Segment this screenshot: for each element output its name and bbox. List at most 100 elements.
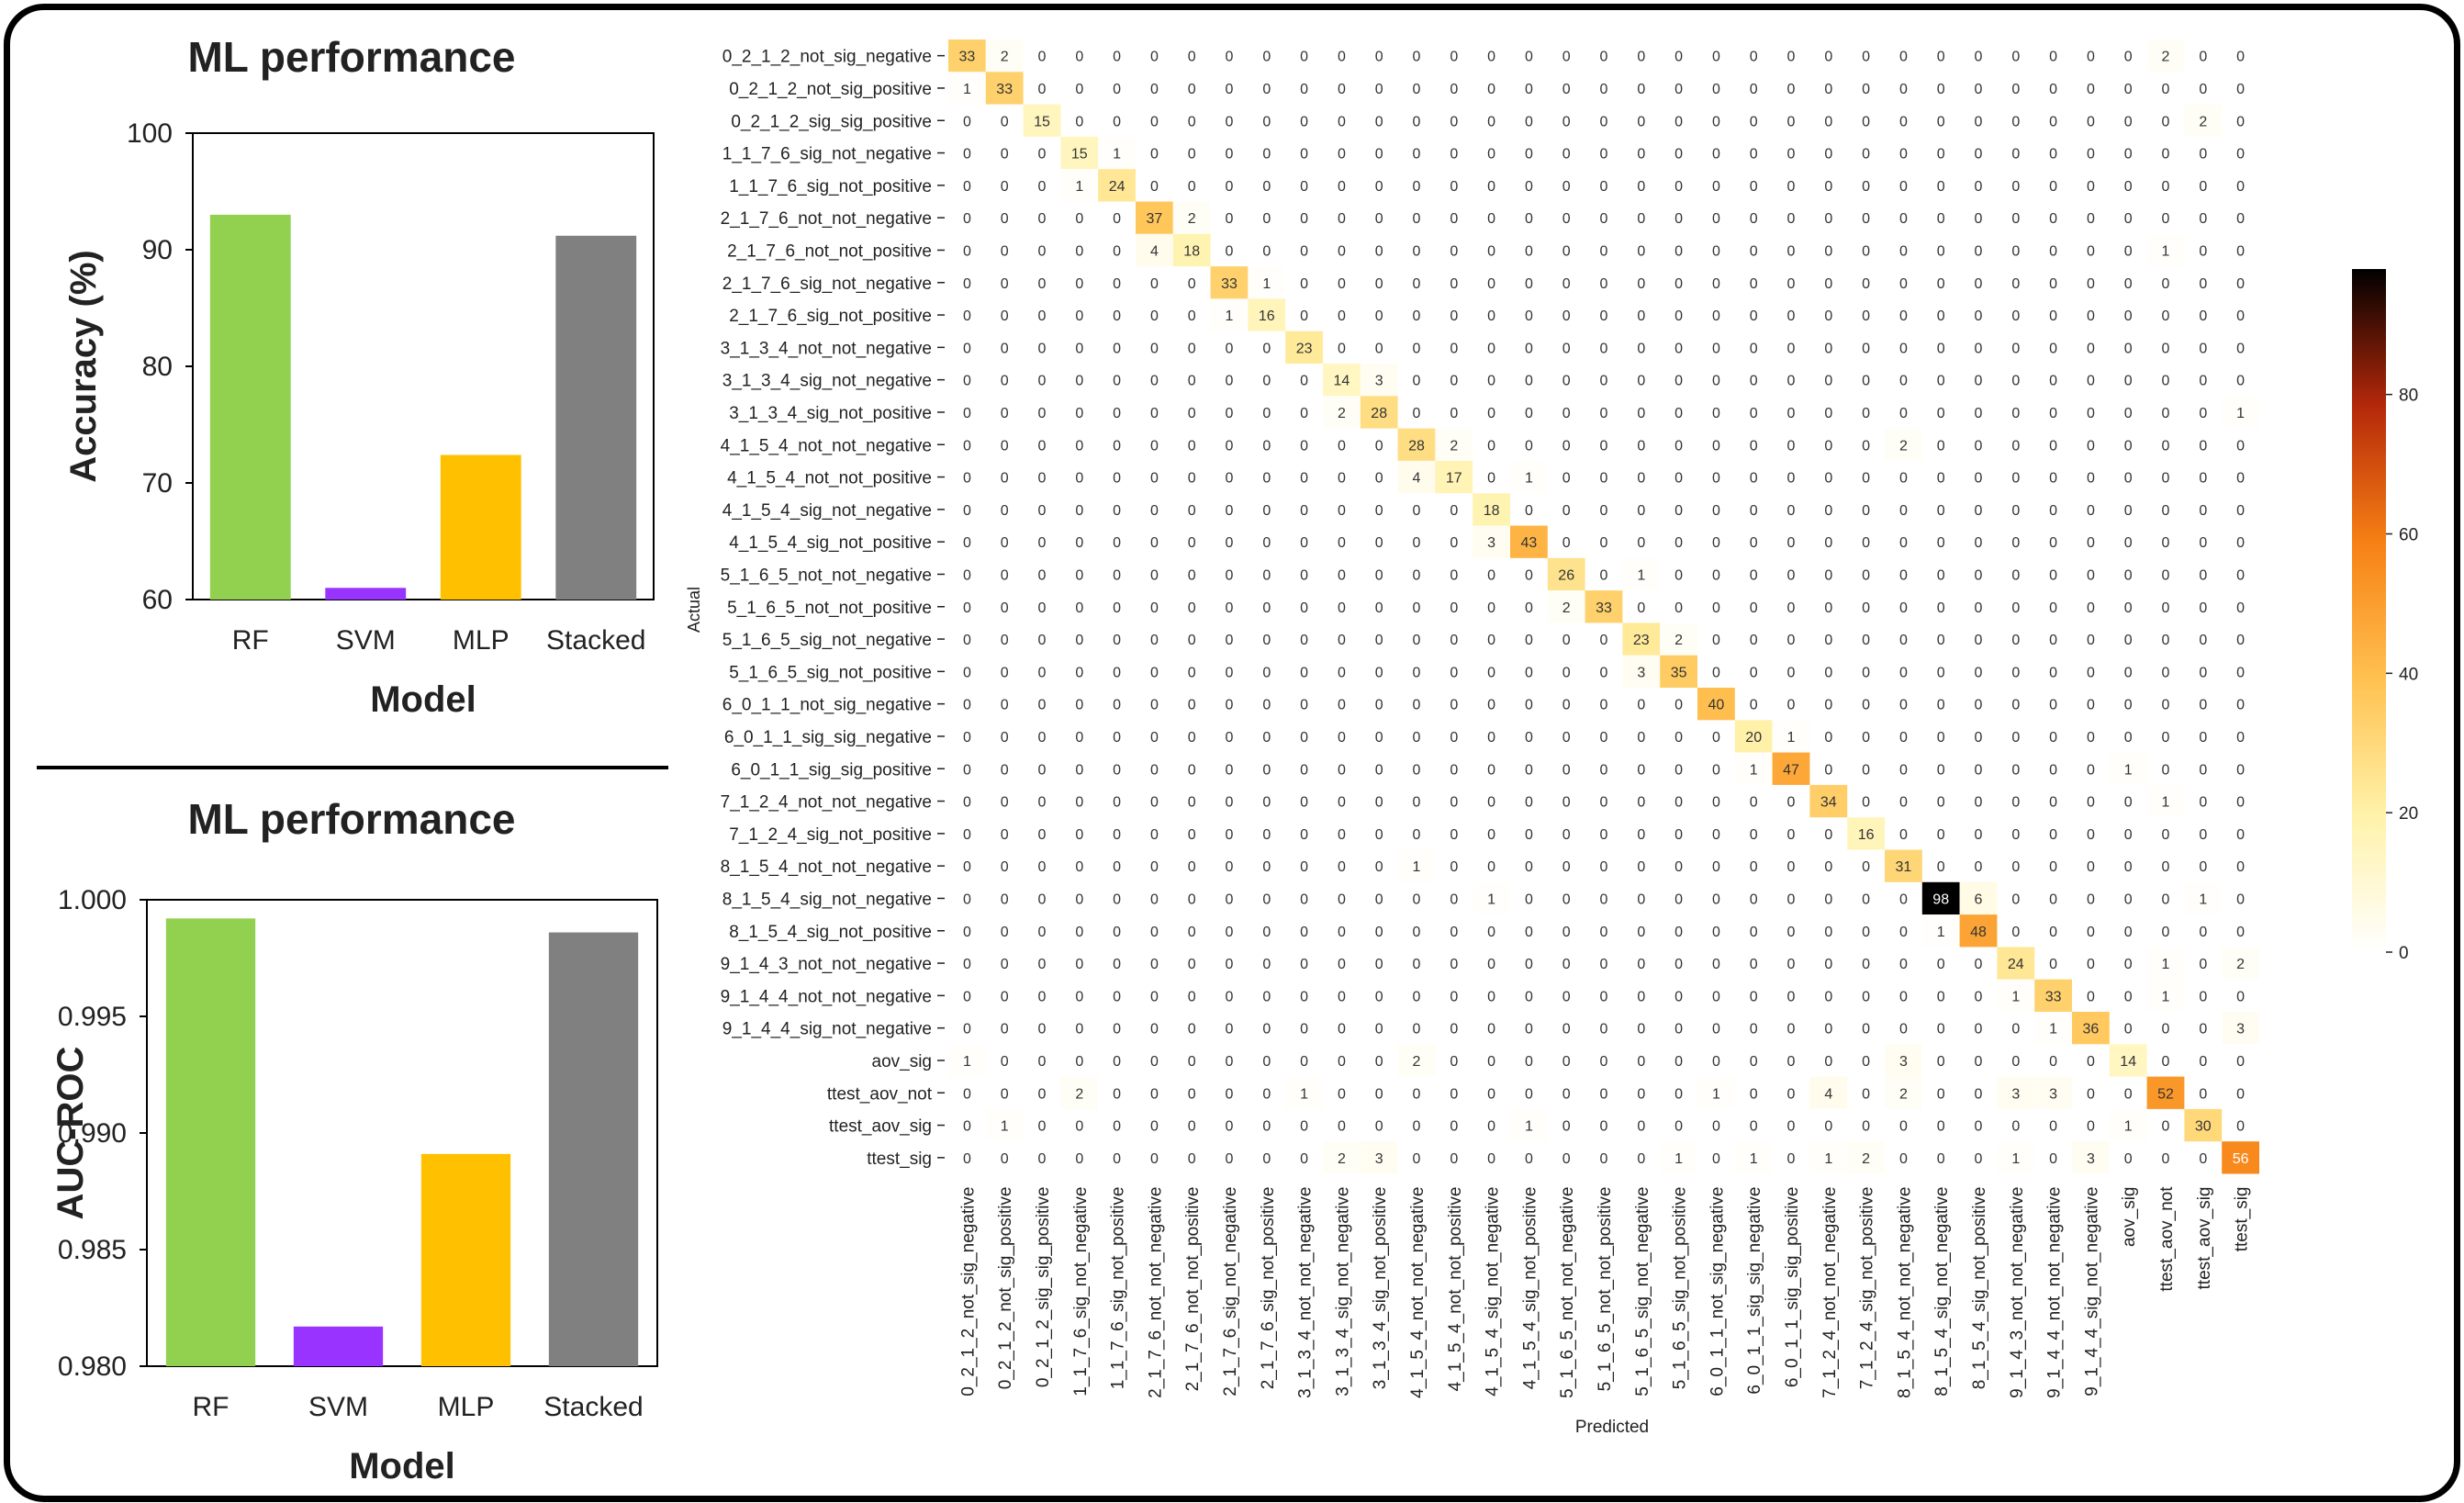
- cell-value: 0: [1562, 211, 1571, 227]
- cell-value: 0: [1637, 503, 1645, 519]
- cell-value: 0: [2162, 633, 2170, 648]
- heatmap-cell: [1809, 784, 1848, 818]
- cell-value: 0: [1375, 1022, 1383, 1038]
- cell-value: 34: [1820, 795, 1837, 811]
- cell-value: 14: [2120, 1054, 2136, 1070]
- cell-value: 1: [2011, 1151, 2020, 1167]
- cell-value: 0: [2087, 503, 2095, 519]
- cell-value: 0: [1975, 114, 1983, 129]
- cell-value: 0: [1188, 925, 1196, 940]
- cell-value: 0: [1937, 406, 1945, 421]
- cell-value: 0: [1750, 147, 1758, 163]
- cell-value: 0: [1038, 989, 1047, 1004]
- cell-value: 0: [1338, 1086, 1346, 1102]
- cell-value: 0: [1188, 406, 1196, 421]
- cell-value: 0: [1750, 406, 1758, 421]
- cell-value: 28: [1371, 406, 1387, 421]
- cell-value: 3: [2049, 1086, 2057, 1102]
- confusion-matrix-heatmap: 33 2 0 0 0 0 0 0 0 0 0 0 0 0 0 0 0 0 0 0 0 0 0 0 0 0 0 0 0 0 0 0 2 0 01 33 0…: [685, 39, 2418, 1437]
- cell-value: 0: [1075, 600, 1083, 616]
- heatmap-cell: [1360, 1141, 1398, 1174]
- cell-value: 0: [963, 341, 971, 356]
- cell-value: 0: [1375, 698, 1383, 713]
- cell-value: 0: [1600, 827, 1608, 843]
- cell-value: 0: [1787, 633, 1796, 648]
- cell-value: 0: [963, 600, 971, 616]
- cell-value: 0: [1712, 600, 1720, 616]
- cell-value: 0: [1300, 957, 1308, 972]
- cell-value: 0: [1525, 633, 1533, 648]
- cell-value: 1: [2162, 243, 2170, 259]
- cell-value: 0: [1001, 114, 1009, 129]
- heatmap-cell: [1510, 1108, 1548, 1142]
- cell-value: 0: [1038, 665, 1047, 680]
- cell-value: 0: [1075, 211, 1083, 227]
- cell-value: 0: [1787, 147, 1796, 163]
- cell-value: 0: [2236, 471, 2245, 487]
- cell-value: 0: [1150, 535, 1159, 551]
- cell-value: 0: [2162, 535, 2170, 551]
- cell-value: 0: [1450, 698, 1458, 713]
- cell-value: 0: [1262, 665, 1271, 680]
- cell-value: 0: [2236, 762, 2245, 778]
- cell-value: 0: [1975, 341, 1983, 356]
- cell-value: 0: [1001, 633, 1009, 648]
- cell-value: 0: [1150, 730, 1159, 746]
- cell-value: 15: [1071, 147, 1088, 163]
- column-label: 1_1_7_6_sig_not_negative: [1071, 1187, 1091, 1396]
- cell-value: 0: [1787, 989, 1796, 1004]
- cell-value: 0: [1787, 600, 1796, 616]
- cell-value: 0: [1001, 600, 1009, 616]
- cell-value: 0: [1338, 179, 1346, 195]
- heatmap-cell: [1585, 590, 1623, 623]
- cell-value: 0: [1038, 1022, 1047, 1038]
- cell-value: 0: [1562, 730, 1571, 746]
- cell-value: 0: [1750, 665, 1758, 680]
- heatmap-cell: [1921, 881, 1960, 915]
- cell-value: 0: [2049, 892, 2057, 907]
- cell-value: 0: [1899, 795, 1908, 811]
- cell-value: 0: [1450, 179, 1458, 195]
- cell-value: 0: [1637, 308, 1645, 324]
- cell-value: 0: [1226, 1054, 1234, 1070]
- cell-value: 0: [2162, 698, 2170, 713]
- cell-value: 0: [2236, 503, 2245, 519]
- cell-value: 0: [1113, 1119, 1121, 1135]
- cell-value: 0: [1001, 1054, 1009, 1070]
- cell-value: 0: [1787, 698, 1796, 713]
- heatmap-cell: [1473, 881, 1510, 915]
- cell-value: 0: [1600, 762, 1608, 778]
- cell-value: 0: [1413, 698, 1421, 713]
- cell-value: 0: [1450, 147, 1458, 163]
- colorbar-tick-label: 60: [2399, 525, 2418, 544]
- cell-value: 0: [1712, 503, 1720, 519]
- cell-value: 16: [1259, 308, 1275, 324]
- cell-value: 37: [1147, 211, 1163, 227]
- cell-value: 0: [2087, 698, 2095, 713]
- cell-value: 0: [1487, 276, 1495, 292]
- column-label: 3_1_3_4_sig_not_positive: [1371, 1187, 1390, 1390]
- cell-value: 0: [1600, 535, 1608, 551]
- cell-value: 0: [963, 503, 971, 519]
- x-tick-label: Stacked: [543, 1392, 643, 1422]
- cell-value: 0: [1375, 535, 1383, 551]
- cell-value: 0: [1824, 1054, 1832, 1070]
- cell-value: 1: [1075, 179, 1083, 195]
- cell-value: 0: [1375, 471, 1383, 487]
- cell-value: 0: [1226, 471, 1234, 487]
- cell-value: 0: [1712, 795, 1720, 811]
- cell-value: 0: [963, 179, 971, 195]
- bar-svm: [325, 588, 407, 600]
- cell-value: 0: [1300, 438, 1308, 454]
- cell-value: 0: [1113, 276, 1121, 292]
- cell-value: 0: [1712, 892, 1720, 907]
- cell-value: 6: [1975, 892, 1983, 907]
- row-label: 5_1_6_5_sig_not_positive: [729, 663, 932, 682]
- cell-value: 0: [2049, 535, 2057, 551]
- cell-value: 0: [2199, 567, 2207, 583]
- cell-value: 0: [1375, 114, 1383, 129]
- cell-value: 33: [959, 50, 976, 65]
- cell-value: 0: [1637, 1086, 1645, 1102]
- cell-value: 0: [1562, 762, 1571, 778]
- cell-value: 24: [1109, 179, 1126, 195]
